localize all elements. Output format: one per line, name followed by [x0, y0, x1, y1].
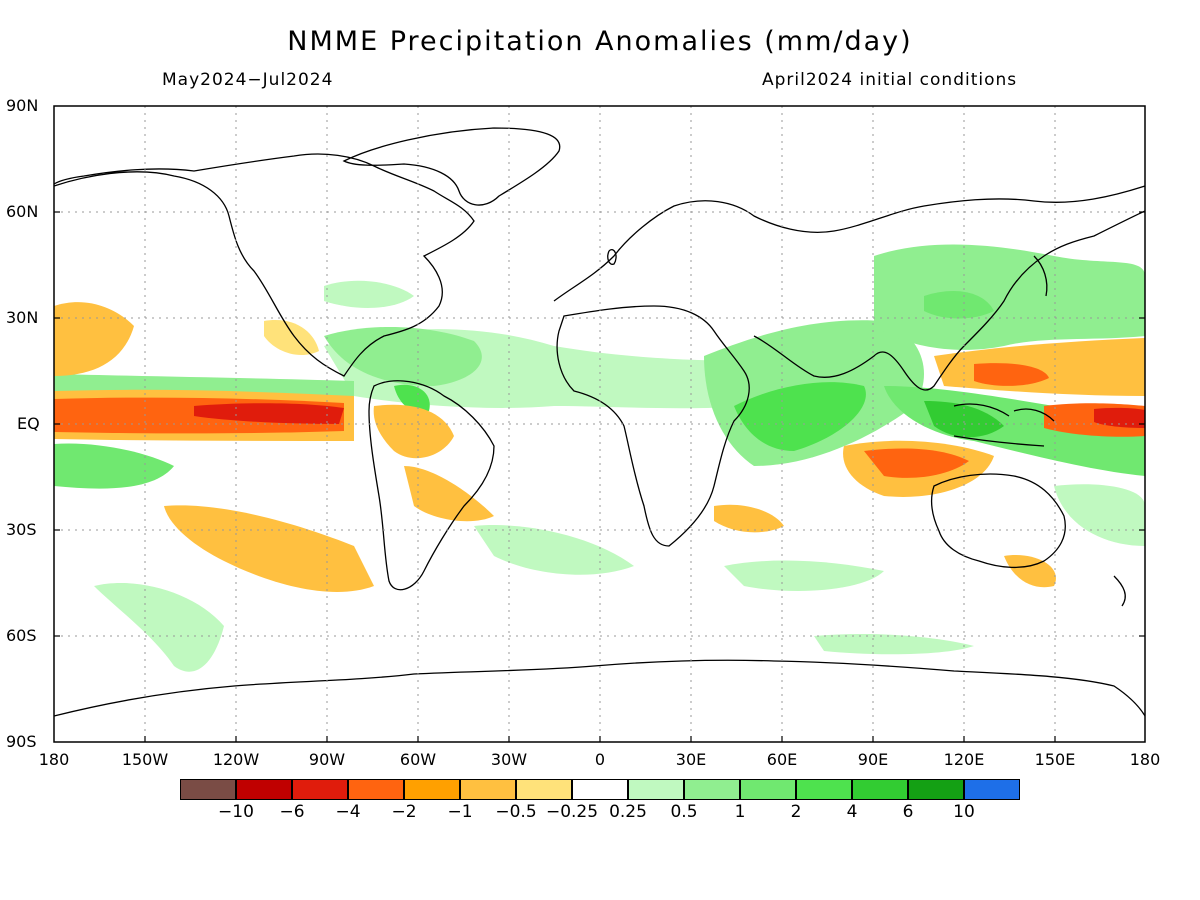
colorbar-swatch — [292, 779, 348, 800]
coast-africa — [556, 305, 750, 547]
colorbar-tick-label: −4 — [335, 802, 361, 822]
lon-label-60w: 60W — [399, 750, 437, 769]
coastlines — [53, 127, 1146, 717]
forecast-period: May2024−Jul2024 — [162, 70, 334, 90]
colorbar-swatch — [852, 779, 908, 800]
lon-label-120e: 120E — [943, 750, 985, 769]
lon-label-60e: 60E — [766, 750, 798, 769]
colorbar-tick-label: 4 — [846, 802, 858, 822]
colorbar-tick-label: 10 — [953, 802, 975, 822]
colorbar-tick-label: 0.5 — [670, 802, 698, 822]
dry-australia — [1004, 555, 1056, 588]
wet-south-pacific-light — [94, 582, 224, 672]
dry-equatorial-west-pacific-core — [1094, 407, 1145, 428]
wet-south-pacific-east — [1054, 484, 1145, 546]
dry-maritime-south-core — [864, 448, 969, 478]
wet-south-indian — [724, 560, 884, 591]
lon-label-30w: 30W — [490, 750, 528, 769]
coast-new-zealand — [1113, 575, 1126, 607]
lon-label-180e: 180 — [1129, 750, 1161, 769]
wet-east-asia-core — [924, 291, 994, 319]
colorbar-swatch — [908, 779, 964, 800]
graticule — [54, 106, 1145, 742]
anomaly-fields — [54, 244, 1145, 672]
colorbar-swatch — [796, 779, 852, 800]
dry-south-america — [373, 404, 454, 459]
colorbar-swatch — [516, 779, 572, 800]
lon-label-90w: 90W — [308, 750, 346, 769]
wet-band-south-pacific — [54, 443, 174, 489]
coast-antarctica — [53, 659, 1146, 717]
colorbar — [180, 779, 1020, 800]
map-canvas — [53, 105, 1146, 743]
colorbar-tick-label: 1 — [734, 802, 746, 822]
map-border — [53, 105, 1146, 743]
map-title: NMME Precipitation Anomalies (mm/day) — [287, 26, 913, 57]
lat-label-30s: 30S — [6, 520, 37, 539]
colorbar-swatch — [180, 779, 236, 800]
colorbar-tick-label: −0.25 — [545, 802, 599, 822]
colorbar-swatch — [628, 779, 684, 800]
lat-label-60n: 60N — [6, 202, 39, 221]
lon-label-150w: 150W — [121, 750, 169, 769]
coast-uk — [607, 249, 617, 265]
dry-mexico — [264, 320, 319, 356]
wet-maritime-core — [924, 401, 1004, 438]
wet-indian-ocean-core — [734, 382, 866, 451]
lon-label-30e: 30E — [675, 750, 707, 769]
colorbar-tick-label: −1 — [447, 802, 473, 822]
colorbar-swatch — [348, 779, 404, 800]
colorbar-swatch — [684, 779, 740, 800]
dry-south-america-2 — [404, 466, 494, 522]
colorbar-tick-label: −0.5 — [495, 802, 537, 822]
colorbar-swatch — [404, 779, 460, 800]
coast-greenland — [342, 127, 561, 206]
dry-north-pacific — [54, 302, 134, 376]
lon-label-90e: 90E — [857, 750, 889, 769]
initial-conditions: April2024 initial conditions — [762, 70, 1018, 90]
colorbar-tick-label: 6 — [902, 802, 914, 822]
coast-north-america — [53, 153, 475, 377]
lon-label-0: 0 — [594, 750, 606, 769]
colorbar-tick-label: 2 — [790, 802, 802, 822]
coast-australia — [930, 473, 1066, 569]
colorbar-tick-label: −6 — [279, 802, 305, 822]
colorbar-swatch — [572, 779, 628, 800]
lat-label-30n: 30N — [6, 308, 39, 327]
wet-east-asia — [874, 244, 1145, 350]
wet-north-america — [324, 280, 414, 308]
dry-south-pacific — [164, 505, 374, 592]
wet-south-atlantic — [474, 525, 634, 575]
coast-asia-south — [753, 210, 1146, 391]
lon-label-120w: 120W — [212, 750, 260, 769]
coast-south-america — [368, 380, 495, 591]
lat-label-90s: 90S — [6, 732, 37, 751]
coast-japan — [1033, 255, 1048, 297]
coast-indonesia — [953, 403, 1055, 447]
wet-southern-ocean — [814, 634, 974, 655]
colorbar-tick-label: −2 — [391, 802, 417, 822]
lat-label-60s: 60S — [6, 626, 37, 645]
colorbar-swatch — [740, 779, 796, 800]
wet-caribbean-core — [394, 384, 430, 413]
dry-south-africa-ocean — [714, 504, 784, 533]
colorbar-swatch — [964, 779, 1020, 800]
wet-caribbean — [324, 326, 482, 386]
lon-label-150e: 150E — [1034, 750, 1076, 769]
lat-label-eq: EQ — [17, 414, 40, 433]
colorbar-tick-label: −10 — [218, 802, 254, 822]
dry-equatorial-pacific-max — [194, 403, 344, 424]
colorbar-swatch — [460, 779, 516, 800]
lat-label-90n: 90N — [6, 96, 39, 115]
colorbar-swatch — [236, 779, 292, 800]
lon-label-180w: 180 — [38, 750, 70, 769]
coast-europe — [553, 185, 1146, 302]
colorbar-tick-label: 0.25 — [609, 802, 647, 822]
axis-ticks — [54, 211, 1145, 742]
precipitation-map — [53, 105, 1146, 743]
dry-west-pacific-core — [974, 363, 1049, 386]
